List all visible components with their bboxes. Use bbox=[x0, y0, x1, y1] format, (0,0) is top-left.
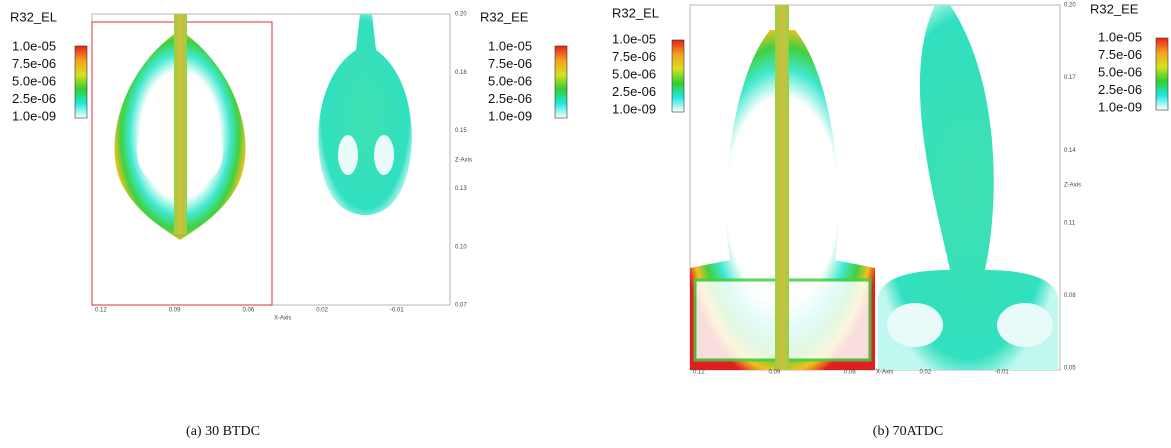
void bbox=[374, 135, 394, 175]
z-tick-label: 0.20 bbox=[1064, 3, 1076, 9]
legend-labels: 1.0e-05 7.5e-06 5.0e-06 2.5e-06 1.0e-09 bbox=[488, 38, 532, 123]
axis-ticks: 0.20 0.18 0.15 0.13 0.10 0.07 0.12 0.09 0.06 0.02… bbox=[95, 12, 472, 322]
legend-labels: 1.0e-05 7.5e-06 5.0e-06 2.5e-06 1.0e-09 bbox=[1098, 29, 1142, 114]
caption: (a) 30 BTDC bbox=[186, 424, 260, 439]
legend-title: R32_EL bbox=[10, 9, 57, 24]
legend-label: 2.5e-06 bbox=[488, 91, 532, 106]
legend-label: 5.0e-06 bbox=[488, 73, 532, 88]
z-tick-label: 0.15 bbox=[455, 128, 467, 134]
legend-label: 5.0e-06 bbox=[12, 73, 56, 88]
legend-labels: 1.0e-05 7.5e-06 5.0e-06 2.5e-06 1.0e-09 bbox=[612, 31, 656, 116]
legend-label: 2.5e-06 bbox=[12, 91, 56, 106]
colorbar bbox=[74, 45, 88, 119]
z-tick-label: 0.10 bbox=[455, 244, 467, 250]
legend-label: 1.0e-05 bbox=[488, 38, 532, 53]
void bbox=[338, 135, 358, 175]
z-axis-label: Z-Axis bbox=[455, 158, 472, 164]
legend-label: 2.5e-06 bbox=[1098, 82, 1142, 97]
void bbox=[887, 303, 943, 347]
legend-label: 7.5e-06 bbox=[612, 49, 656, 64]
legend-label: 1.0e-05 bbox=[1098, 29, 1142, 44]
x-tick-label: 0.06 bbox=[243, 308, 255, 314]
z-tick-label: 0.18 bbox=[455, 70, 467, 76]
axis-ticks: 0.20 0.17 0.14 0.11 0.08 0.05 0.12 0.09 0.06 0.02… bbox=[693, 3, 1081, 376]
legend-label: 1.0e-05 bbox=[612, 31, 656, 46]
legend-label: 5.0e-06 bbox=[1098, 64, 1142, 79]
colorbar bbox=[671, 39, 685, 113]
legend-label: 7.5e-06 bbox=[488, 56, 532, 71]
void bbox=[997, 303, 1053, 347]
legend-label: 7.5e-06 bbox=[12, 56, 56, 71]
legend-title: R32_EL bbox=[612, 5, 659, 20]
colorbar bbox=[554, 45, 568, 119]
spray-jet bbox=[174, 14, 187, 234]
spray-jet bbox=[775, 5, 789, 370]
x-tick-label: 0.12 bbox=[693, 370, 705, 376]
z-tick-label: 0.07 bbox=[455, 303, 467, 309]
legend-labels: 1.0e-05 7.5e-06 5.0e-06 2.5e-06 1.0e-09 bbox=[12, 38, 56, 123]
legend-label: 1.0e-09 bbox=[12, 108, 56, 123]
legend-title: R32_EE bbox=[1090, 1, 1139, 16]
void bbox=[137, 120, 173, 180]
x-tick-label: 0.09 bbox=[769, 370, 781, 376]
caption: (b) 70ATDC bbox=[873, 424, 943, 439]
colorbar bbox=[1155, 37, 1169, 111]
z-tick-label: 0.20 bbox=[455, 12, 467, 18]
void bbox=[187, 120, 223, 180]
z-tick-label: 0.05 bbox=[1064, 366, 1076, 372]
legend-label: 5.0e-06 bbox=[612, 66, 656, 81]
z-tick-label: 0.08 bbox=[1064, 293, 1076, 299]
x-tick-label: 0.02 bbox=[920, 370, 932, 376]
z-tick-label: 0.14 bbox=[1064, 148, 1076, 154]
legend-title: R32_EE bbox=[480, 9, 529, 24]
z-tick-label: 0.13 bbox=[455, 186, 467, 192]
vapor-plume bbox=[878, 5, 1058, 370]
z-axis-label: Z-Axis bbox=[1064, 183, 1081, 189]
x-tick-label: -0.01 bbox=[390, 308, 404, 314]
x-tick-label: -0.01 bbox=[995, 370, 1009, 376]
panel-a: 0.20 0.18 0.15 0.13 0.10 0.07 0.12 0.09 0.06 0.02… bbox=[10, 9, 568, 439]
x-tick-label: 0.09 bbox=[169, 308, 181, 314]
legend-label: 1.0e-09 bbox=[612, 101, 656, 116]
z-tick-label: 0.17 bbox=[1064, 75, 1076, 81]
legend-label: 7.5e-06 bbox=[1098, 47, 1142, 62]
legend-label: 1.0e-09 bbox=[1098, 99, 1142, 114]
panel-b: 0.20 0.17 0.14 0.11 0.08 0.05 0.12 0.09 0.06 0.02… bbox=[612, 1, 1169, 439]
x-tick-label: 0.06 bbox=[844, 370, 856, 376]
x-axis-label: X-Axis bbox=[274, 316, 291, 322]
legend-label: 1.0e-09 bbox=[488, 108, 532, 123]
legend-label: 2.5e-06 bbox=[612, 84, 656, 99]
x-tick-label: 0.12 bbox=[95, 308, 107, 314]
legend-label: 1.0e-05 bbox=[12, 38, 56, 53]
x-tick-label: 0.02 bbox=[316, 308, 328, 314]
z-tick-label: 0.11 bbox=[1064, 220, 1076, 226]
x-axis-label: X-Axis bbox=[876, 370, 893, 376]
